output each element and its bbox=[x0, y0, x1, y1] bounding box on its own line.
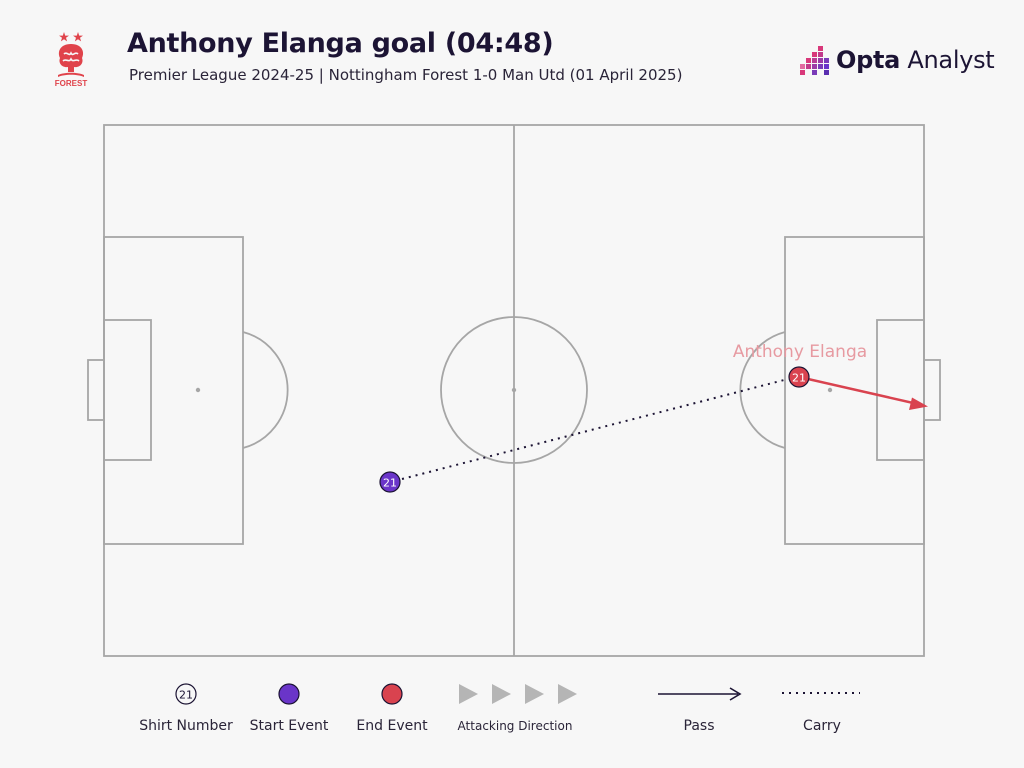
nottingham-forest-crest-icon: FOREST bbox=[55, 32, 88, 88]
legend-start-event-icon bbox=[278, 683, 300, 705]
legend-attacking-direction-icons bbox=[459, 684, 577, 704]
page-title: Anthony Elanga goal (04:48) bbox=[127, 28, 554, 59]
centre-circle bbox=[440, 316, 588, 464]
crest-text: FOREST bbox=[55, 79, 88, 88]
left-penalty-arc bbox=[242, 331, 289, 449]
legend-shirt-number-label: Shirt Number bbox=[139, 718, 233, 734]
legend-shirt-sample: 21 bbox=[179, 689, 193, 702]
start-shirt-number: 21 bbox=[383, 477, 397, 490]
brand-name: Opta Analyst bbox=[836, 46, 995, 74]
right-six-yard-box bbox=[876, 319, 925, 461]
page-subtitle: Premier League 2024-25 | Nottingham Fore… bbox=[129, 66, 683, 84]
shot-arrowhead bbox=[909, 397, 928, 410]
legend-start-event-label: Start Event bbox=[249, 718, 329, 734]
left-penalty-box bbox=[103, 236, 244, 545]
legend-end-event-label: End Event bbox=[356, 718, 428, 734]
left-penalty-spot bbox=[195, 387, 201, 393]
left-six-yard-box bbox=[103, 319, 152, 461]
legend-shirt-number-icon bbox=[175, 683, 197, 705]
carry-line bbox=[401, 378, 789, 480]
end-event-marker bbox=[788, 366, 810, 388]
opta-logo-icon bbox=[800, 46, 829, 75]
legend-pass-label: Pass bbox=[683, 718, 715, 734]
shot-arrow-line bbox=[807, 377, 923, 407]
centre-spot bbox=[511, 387, 517, 393]
legend-attacking-direction-label: Attacking Direction bbox=[457, 719, 573, 733]
right-goal bbox=[923, 359, 941, 421]
legend-end-event-icon bbox=[381, 683, 403, 705]
legend-carry-label: Carry bbox=[803, 718, 841, 734]
right-penalty-arc bbox=[739, 331, 786, 449]
player-name-label: Anthony Elanga bbox=[733, 342, 867, 362]
start-event-marker bbox=[379, 471, 401, 493]
opta-analyst-logo: Opta Analyst bbox=[796, 40, 995, 80]
right-penalty-spot bbox=[827, 387, 833, 393]
legend-pass-arrowhead bbox=[729, 687, 742, 701]
left-goal bbox=[87, 359, 105, 421]
end-shirt-number: 21 bbox=[792, 372, 806, 385]
